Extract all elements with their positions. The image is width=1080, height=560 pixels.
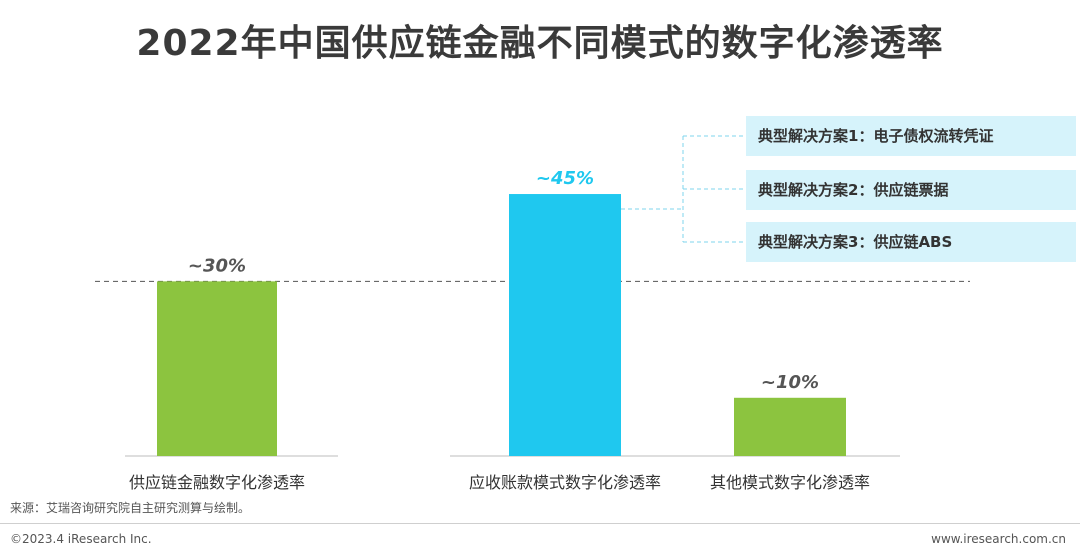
source-note: 来源：艾瑞咨询研究院自主研究测算与绘制。 — [10, 501, 251, 515]
bar-chart: ~30% 供应链金融数字化渗透率 ~45% 应收账款模式数字化渗透率 ~10% 其他模式数… — [95, 135, 970, 492]
bar-2 — [509, 194, 621, 457]
category-label-2: 应收账款模式数字化渗透率 — [469, 473, 661, 492]
bar-1 — [157, 281, 277, 456]
bar-value-label-1: ~30% — [188, 255, 246, 276]
website-text: www.iresearch.com.cn — [931, 532, 1066, 546]
category-label-1: 供应链金融数字化渗透率 — [129, 473, 305, 492]
copyright-text: ©2023.4 iResearch Inc. — [10, 532, 152, 546]
category-label-3: 其他模式数字化渗透率 — [710, 473, 870, 492]
bar-value-label-3: ~10% — [761, 372, 819, 393]
footer-divider — [0, 523, 1080, 524]
solution-box-1: 典型解决方案1：电子债权流转凭证 — [746, 116, 1076, 156]
solution-box-2: 典型解决方案2：供应链票据 — [746, 170, 1076, 210]
bar-3 — [734, 397, 846, 456]
bar-value-label-2: ~45% — [536, 168, 594, 189]
solution-box-3: 典型解决方案3：供应链ABS — [746, 222, 1076, 262]
chart-title: 2022年中国供应链金融不同模式的数字化渗透率 — [136, 23, 944, 64]
